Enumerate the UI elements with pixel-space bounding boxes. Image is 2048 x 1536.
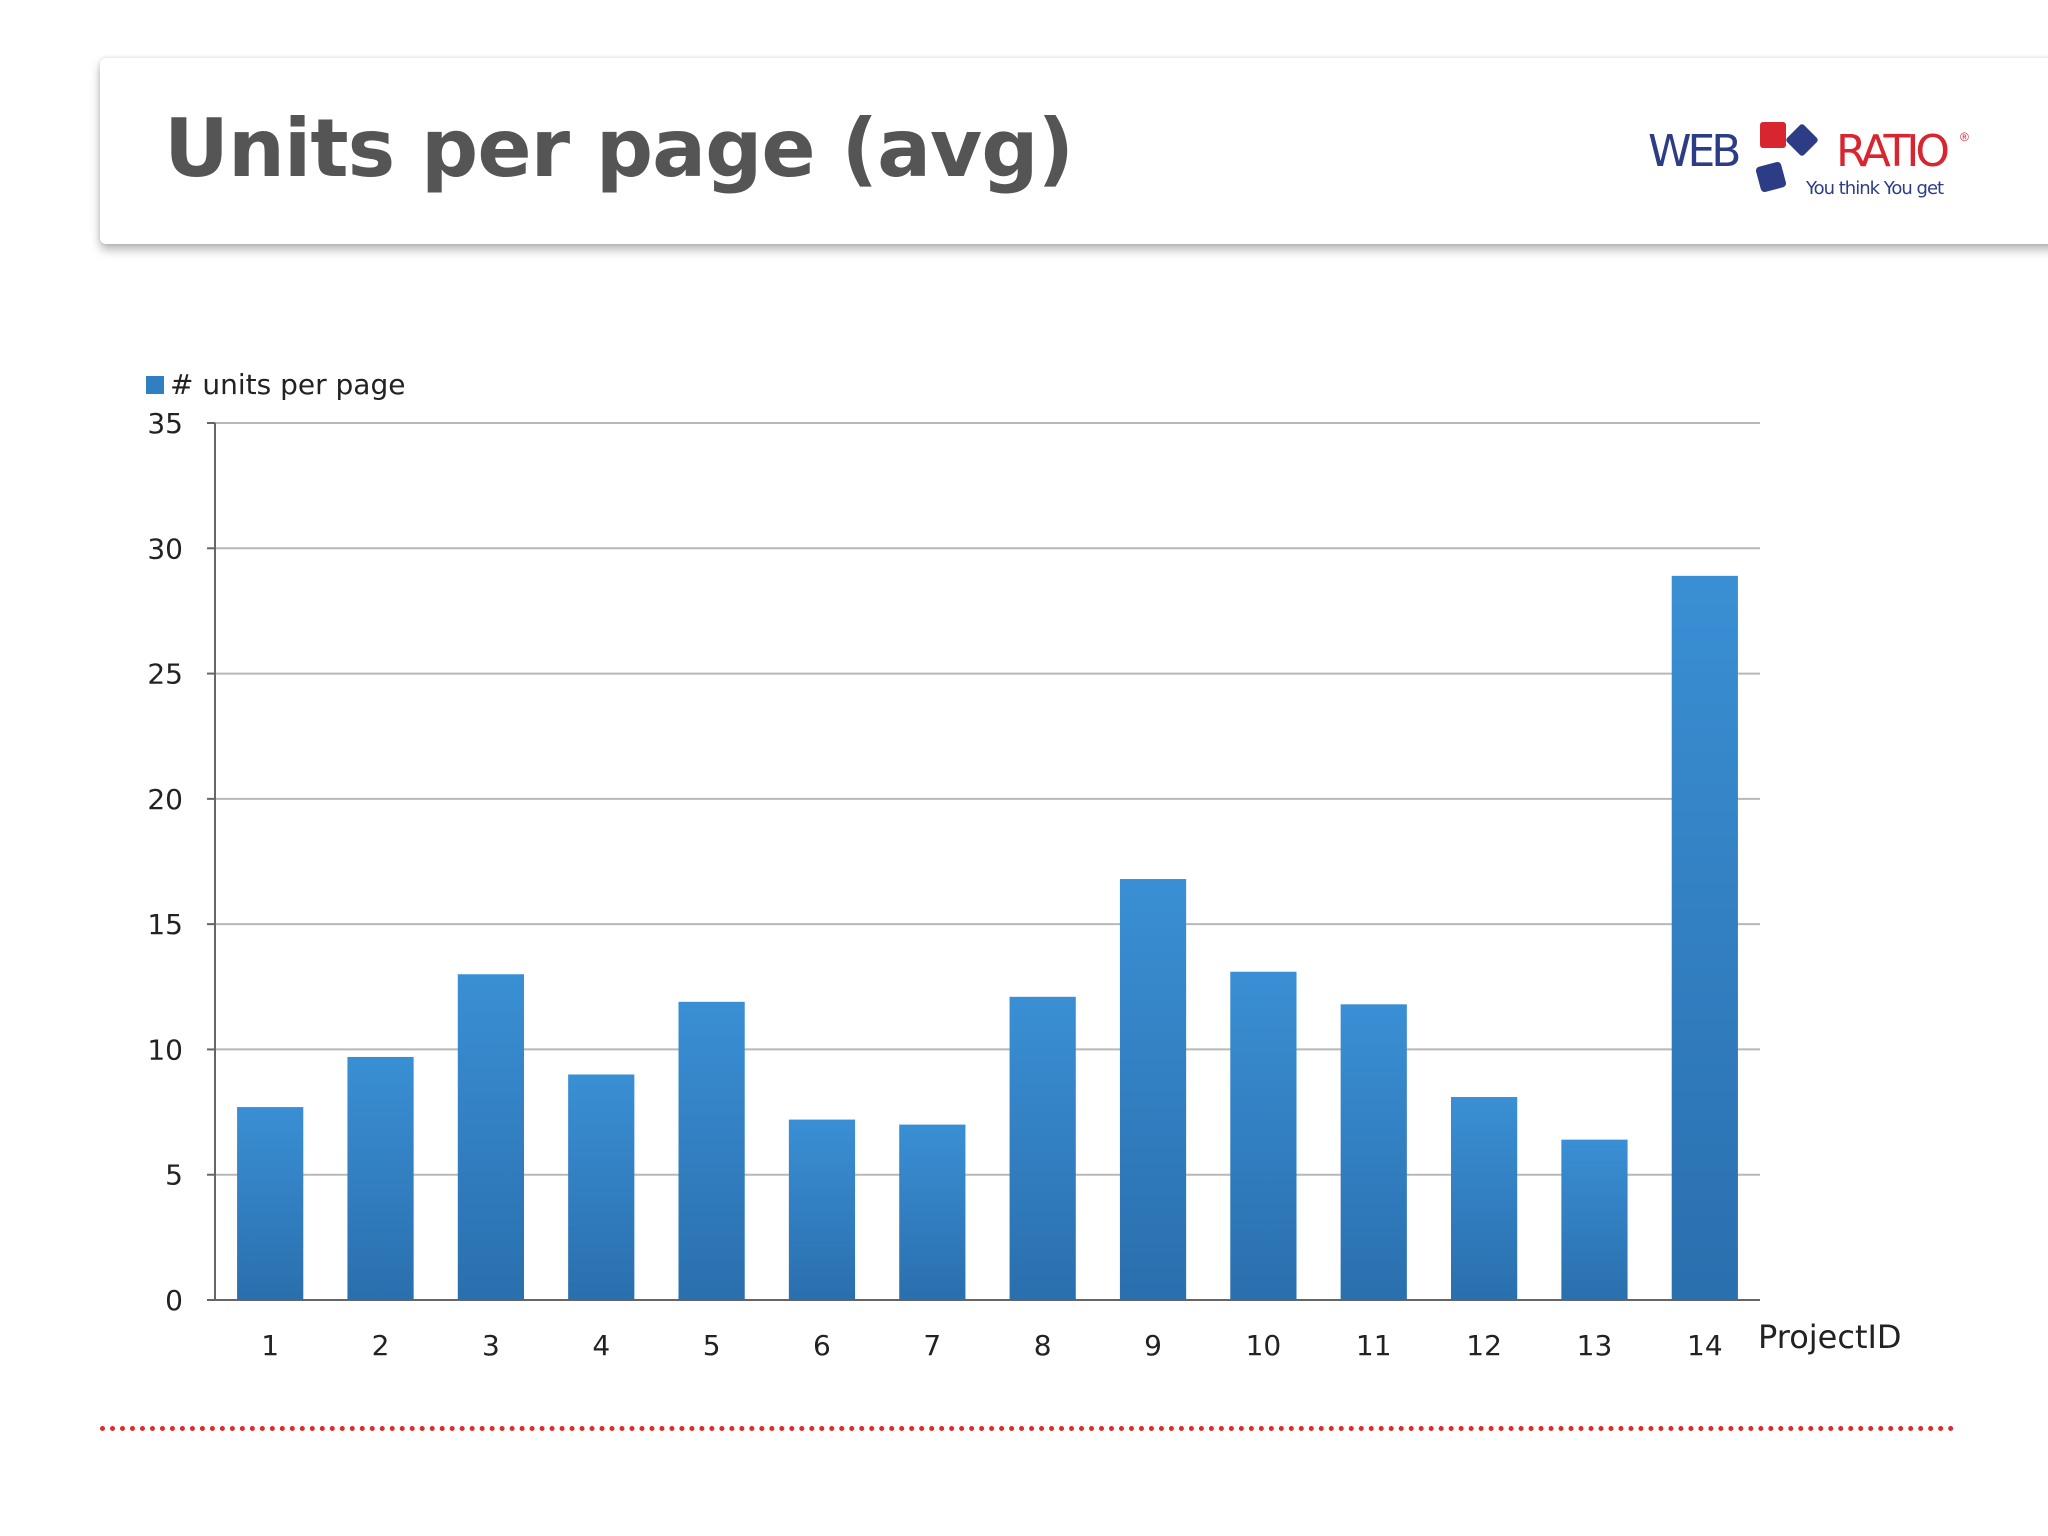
bar-3: [457, 974, 524, 1300]
x-tick-label: 5: [703, 1329, 721, 1362]
bar-8: [1009, 996, 1076, 1300]
bar-4: [568, 1074, 635, 1300]
slide-title: Units per page (avg): [164, 102, 1074, 195]
x-tick-label: 1: [261, 1329, 279, 1362]
webratio-logo: WEB RATIO ® You think You get: [1648, 116, 1978, 206]
y-tick-label: 25: [147, 658, 183, 691]
title-bar: Units per page (avg) WEB RATIO ® You thi…: [100, 58, 2048, 244]
x-tick-label: 7: [923, 1329, 941, 1362]
y-tick-label: 10: [147, 1033, 183, 1066]
x-tick-label: 4: [592, 1329, 610, 1362]
footer-dotted-divider: [100, 1426, 1955, 1431]
y-tick-label: 0: [165, 1284, 183, 1317]
y-tick-label: 20: [147, 783, 183, 816]
bar-13: [1561, 1139, 1628, 1300]
bar-1: [237, 1107, 304, 1300]
x-tick-label: 14: [1687, 1329, 1723, 1362]
y-tick-label: 35: [147, 407, 183, 440]
x-tick-label: 12: [1466, 1329, 1502, 1362]
x-tick-label: 11: [1356, 1329, 1392, 1362]
x-axis-title: ProjectID: [1758, 1318, 1902, 1356]
logo-tagline: You think You get: [1806, 178, 1944, 199]
logo-word-ratio: RATIO: [1836, 126, 1950, 177]
y-tick-label: 5: [165, 1159, 183, 1192]
bar-11: [1340, 1004, 1407, 1300]
logo-word-web: WEB: [1648, 126, 1741, 177]
bar-12: [1451, 1097, 1518, 1300]
x-tick-label: 3: [482, 1329, 500, 1362]
bar-5: [678, 1001, 745, 1300]
x-tick-label: 2: [372, 1329, 390, 1362]
bar-2: [347, 1056, 414, 1300]
x-tick-label: 10: [1246, 1329, 1282, 1362]
legend-label: # units per page: [170, 368, 406, 401]
logo-registered-mark: ®: [1960, 130, 1969, 144]
bar-10: [1230, 971, 1297, 1300]
x-tick-label: 13: [1577, 1329, 1613, 1362]
bar-14: [1671, 575, 1738, 1300]
x-tick-label: 8: [1034, 1329, 1052, 1362]
y-tick-label: 30: [147, 532, 183, 565]
logo-squares-icon: [1755, 122, 1818, 193]
x-tick-label: 9: [1144, 1329, 1162, 1362]
legend-swatch: [146, 375, 164, 394]
chart-legend: # units per page: [146, 368, 405, 401]
bar-6: [788, 1119, 856, 1300]
y-tick-label: 15: [147, 908, 183, 941]
bar-9: [1119, 879, 1187, 1300]
x-tick-label: 6: [813, 1329, 831, 1362]
bar-7: [899, 1124, 966, 1300]
